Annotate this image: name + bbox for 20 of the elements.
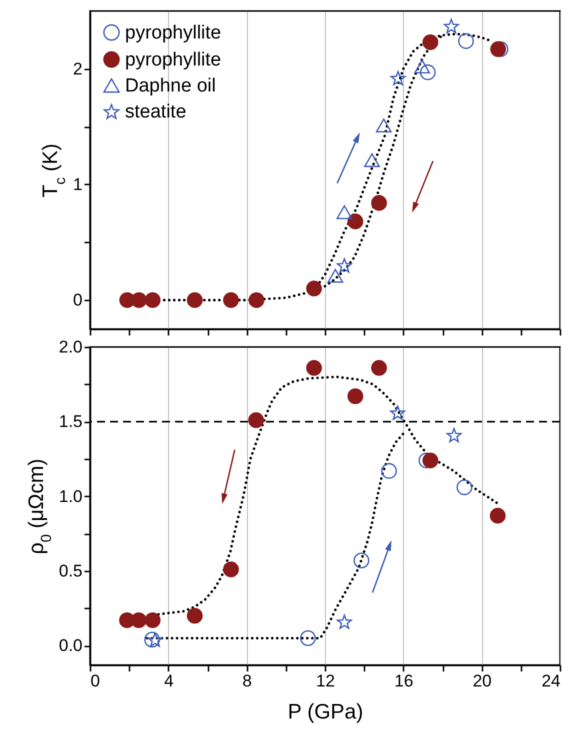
legend-label: steatite bbox=[125, 102, 186, 122]
legend-label: pyrophyllite bbox=[125, 22, 222, 44]
x-tick-label: 12 bbox=[316, 672, 335, 690]
x-tick-label: 20 bbox=[472, 672, 492, 690]
legend-label: Daphne oil bbox=[125, 76, 216, 96]
y-tick-label: 2.0 bbox=[58, 338, 82, 356]
x-tick-label: 16 bbox=[394, 672, 414, 690]
y-tick-label: 1.0 bbox=[58, 486, 82, 506]
y-tick-label: 0 bbox=[73, 290, 82, 310]
x-tick-label: 24 bbox=[542, 672, 560, 690]
x-tick-label: 4 bbox=[164, 672, 174, 690]
y-tick-label: 1.5 bbox=[58, 412, 82, 432]
x-tick-label: 8 bbox=[242, 672, 252, 690]
x-tick-label: 0 bbox=[90, 672, 100, 690]
legend-label: pyrophyllite bbox=[125, 50, 222, 70]
x-axis-title: P (GPa) bbox=[288, 700, 364, 724]
y-tick-label: 1 bbox=[73, 174, 82, 194]
y-tick-label: 0.5 bbox=[58, 561, 82, 580]
y-tick-label: 2 bbox=[73, 59, 82, 78]
y-tick-label: 0.0 bbox=[58, 636, 82, 656]
